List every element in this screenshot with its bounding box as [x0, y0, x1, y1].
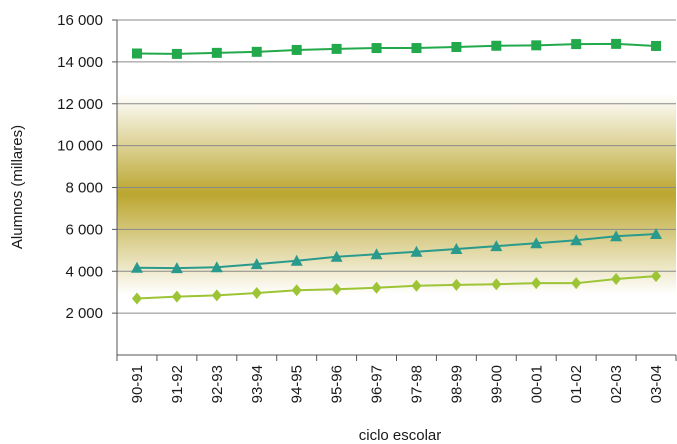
- data-point-square: [571, 39, 582, 50]
- y-tick-label: 16 000: [57, 12, 103, 29]
- data-point-diamond: [131, 292, 142, 305]
- data-point-diamond: [371, 281, 382, 294]
- data-point-triangle: [610, 230, 623, 242]
- data-point-diamond: [171, 290, 182, 303]
- data-point-triangle: [210, 261, 223, 273]
- x-tick-label: 92-93: [209, 365, 226, 403]
- y-tick-label: 12 000: [57, 96, 103, 113]
- data-point-diamond: [331, 283, 342, 296]
- data-point-square: [651, 40, 662, 51]
- data-point-square: [411, 43, 422, 54]
- data-point-square: [291, 44, 302, 55]
- data-point-triangle: [650, 227, 663, 239]
- x-tick-label: 00-01: [528, 365, 545, 403]
- series-line: [136, 42, 657, 55]
- data-point-square: [331, 43, 342, 54]
- data-point-triangle: [490, 240, 503, 252]
- data-point-triangle: [250, 258, 263, 270]
- data-point-diamond: [211, 289, 222, 302]
- data-point-square: [171, 48, 182, 59]
- x-tick-label: 94-95: [289, 365, 306, 403]
- series-line: [136, 275, 657, 300]
- data-point-triangle: [530, 237, 543, 249]
- data-point-square: [531, 40, 542, 51]
- data-point-diamond: [451, 278, 462, 291]
- x-tick-label: 99-00: [488, 365, 505, 403]
- x-tick-label: 90-91: [129, 365, 146, 403]
- data-point-triangle: [570, 234, 583, 246]
- data-point-diamond: [651, 270, 662, 283]
- x-tick-label: 96-97: [369, 365, 386, 403]
- data-point-diamond: [411, 279, 422, 292]
- series: [130, 38, 663, 305]
- gridlines: [117, 19, 676, 314]
- data-point-square: [611, 38, 622, 49]
- data-point-triangle: [290, 254, 303, 266]
- data-point-square: [131, 48, 142, 59]
- data-point-square: [211, 47, 222, 58]
- data-point-diamond: [611, 272, 622, 285]
- data-point-triangle: [170, 262, 183, 274]
- x-tick-label: 01-02: [568, 365, 585, 403]
- y-tick-label: 14 000: [57, 54, 103, 71]
- data-point-diamond: [251, 287, 262, 300]
- data-point-square: [371, 43, 382, 54]
- x-axis-title: ciclo escolar: [359, 427, 442, 444]
- data-point-diamond: [291, 284, 302, 297]
- x-tick-label: 97-98: [408, 365, 425, 403]
- x-tick-label: 91-92: [169, 365, 186, 403]
- data-point-triangle: [330, 250, 343, 262]
- y-tick-label: 6 000: [65, 221, 103, 238]
- y-tick-label: 4 000: [65, 263, 103, 280]
- x-tick-label: 95-96: [329, 365, 346, 403]
- data-point-square: [491, 40, 502, 51]
- data-point-diamond: [571, 277, 582, 290]
- axes: [112, 19, 677, 361]
- y-tick-label: 8 000: [65, 180, 103, 197]
- data-point-triangle: [410, 245, 423, 257]
- data-point-square: [451, 42, 462, 53]
- series-line: [136, 232, 657, 270]
- data-point-triangle: [450, 243, 463, 255]
- data-point-triangle: [130, 261, 143, 273]
- y-tick-labels: 2 000 4 000 6 000 8 000 10 000 12 000 14 000 16…: [57, 12, 103, 322]
- data-point-triangle: [370, 248, 383, 260]
- data-point-square: [251, 46, 262, 57]
- data-point-diamond: [491, 278, 502, 291]
- x-tick-label: 98-99: [448, 365, 465, 403]
- y-tick-label: 10 000: [57, 138, 103, 155]
- y-tick-label: 2 000: [65, 305, 103, 322]
- x-tick-labels: 90-91 91-92 92-93 93-94 94-95 95-96 96-97 97-98…: [129, 365, 665, 403]
- x-tick-label: 03-04: [648, 365, 665, 403]
- x-tick-label: 93-94: [249, 365, 266, 403]
- x-tick-label: 02-03: [608, 365, 625, 403]
- y-axis-title: Alumnos (millares): [9, 125, 26, 249]
- data-point-diamond: [531, 277, 542, 290]
